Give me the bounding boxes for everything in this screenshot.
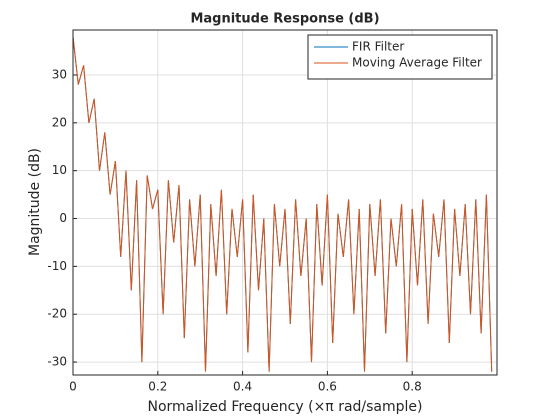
y-tick-label: -30 <box>47 355 67 369</box>
ticks: -30 -20 -10 0 10 20 30 0 0.2 0.4 0.6 0.8 <box>47 67 421 393</box>
y-tick-label: 20 <box>52 115 67 129</box>
y-tick-label: 0 <box>59 211 67 225</box>
x-axis-label: Normalized Frequency (×π rad/sample) <box>148 399 423 415</box>
x-tick-label: 0.6 <box>318 380 337 394</box>
legend-label: FIR Filter <box>352 40 404 54</box>
chart-title: Magnitude Response (dB) <box>190 12 379 27</box>
series-line <box>73 36 493 372</box>
axes-box <box>72 29 498 376</box>
x-tick-label: 0.8 <box>403 380 422 394</box>
y-tick-label: -10 <box>47 259 67 273</box>
x-tick-label: 0 <box>69 380 77 394</box>
x-tick-label: 0.2 <box>148 380 167 394</box>
y-tick-label: -20 <box>47 307 67 321</box>
plot-area <box>73 30 497 375</box>
legend-box <box>307 34 493 80</box>
y-tick-label: 30 <box>52 67 67 81</box>
y-axis-label: Magnitude (dB) <box>27 148 43 256</box>
lines <box>73 36 493 372</box>
y-tick-label: 10 <box>52 163 67 177</box>
legend-label: Moving Average Filter <box>352 56 482 70</box>
legend: FIR Filter Moving Average Filter <box>307 34 493 80</box>
x-tick-label: 0.4 <box>233 380 252 394</box>
